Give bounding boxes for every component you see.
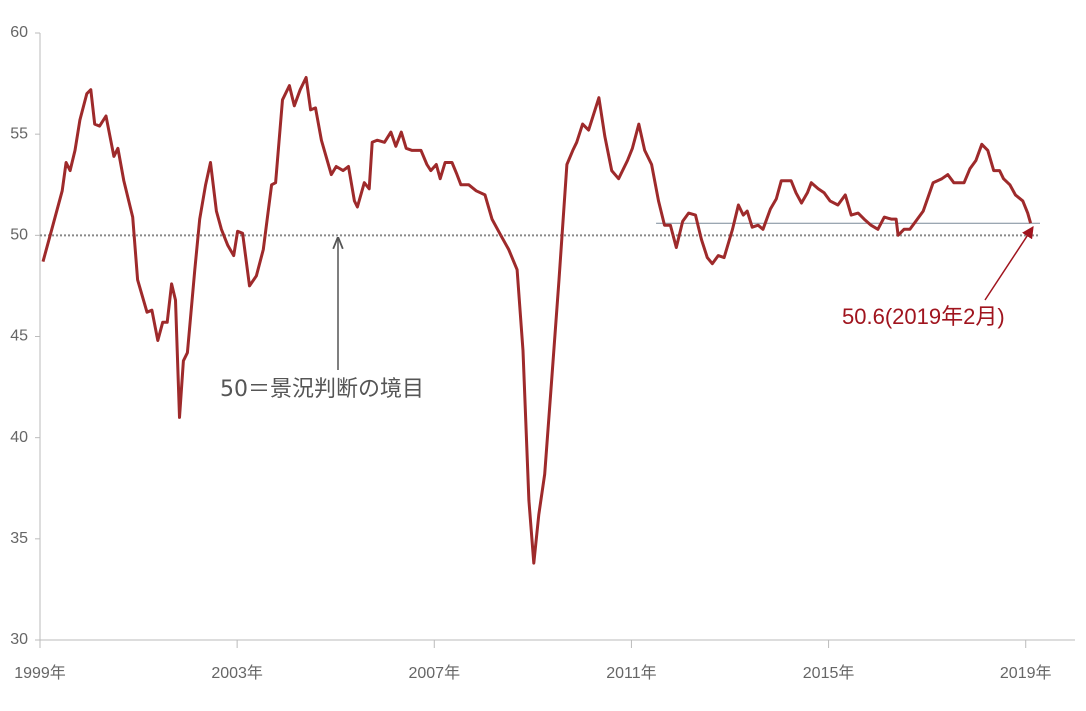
x-tick-label: 2019年 xyxy=(1000,664,1052,682)
y-tick-label: 35 xyxy=(10,530,28,547)
x-tick-label: 2003年 xyxy=(211,664,263,682)
annotation-arrow xyxy=(984,225,1034,301)
x-tick-label: 2015年 xyxy=(803,664,855,682)
y-tick-label: 50 xyxy=(10,227,28,244)
x-tick-label: 2007年 xyxy=(408,664,460,682)
y-tick-label: 60 xyxy=(10,24,28,41)
x-tick-label: 1999年 xyxy=(14,664,66,682)
annotation: 50＝景況判断の境目 xyxy=(220,377,424,402)
x-tick-label: 2011年 xyxy=(606,664,656,682)
y-tick-label: 45 xyxy=(10,328,28,345)
y-tick-label: 40 xyxy=(10,429,28,446)
y-tick-label: 30 xyxy=(10,631,28,648)
y-tick-label: 55 xyxy=(10,125,28,142)
data-line xyxy=(41,76,1033,565)
annotation: 50.6(2019年2月) xyxy=(842,304,1005,329)
